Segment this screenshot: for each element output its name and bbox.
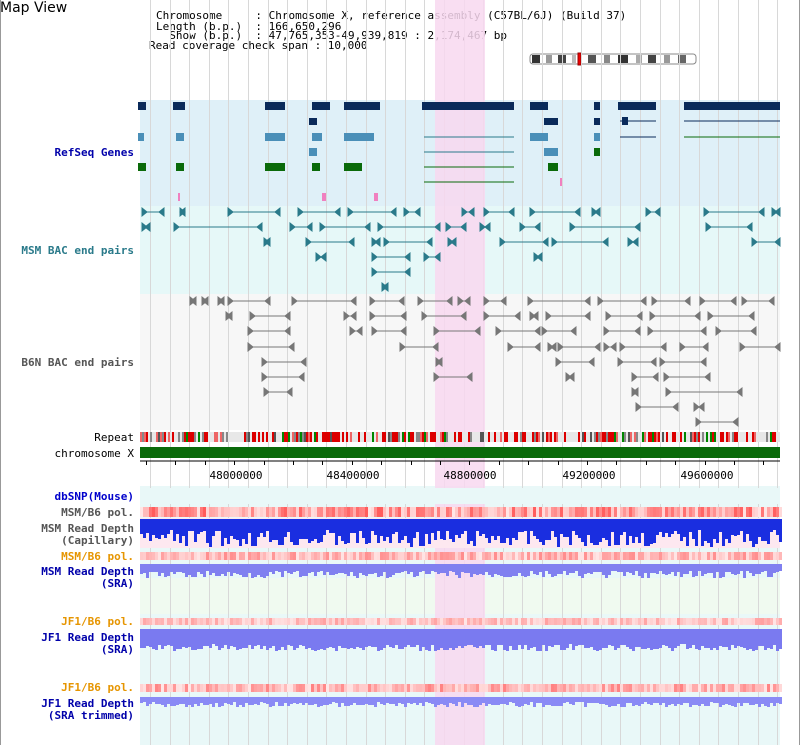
chromosome-ideogram[interactable] (528, 52, 698, 66)
msm-read-depth-sra-label[interactable]: MSM Read Depth (41, 565, 134, 578)
axis-tick-label: 48000000 (209, 469, 263, 482)
axis-tick-label: 49200000 (562, 469, 616, 482)
b6n-bac-label[interactable]: B6N BAC end pairs (21, 356, 134, 369)
msm-bac-pairs (141, 206, 781, 293)
jf1-read-depth-sra-label[interactable]: JF1 Read Depth (41, 631, 134, 644)
axis-ticks (146, 461, 764, 465)
app-title: Map View (0, 0, 68, 16)
jf1-read-depth-sra-sublabel[interactable]: (SRA) (100, 643, 134, 656)
jf1-read-depth-trim-sublabel[interactable]: (SRA trimmed) (47, 709, 134, 722)
jf1-read-depth-trim-label[interactable]: JF1 Read Depth (41, 697, 134, 710)
repeat-track (140, 432, 780, 442)
refseq-gene-features (138, 102, 780, 201)
refseq-genes-label[interactable]: RefSeq Genes (54, 146, 134, 159)
msm-read-depth-sra-sublabel[interactable]: (SRA) (100, 577, 134, 590)
msm-read-depth-capillary-label[interactable]: MSM Read Depth (41, 522, 134, 535)
axis-tick-label: 48800000 (443, 469, 497, 482)
chromosome-bar (140, 447, 780, 458)
chromosome-label: chromosome X (54, 447, 134, 460)
dbsnp-label[interactable]: dbSNP(Mouse) (54, 490, 134, 503)
axis-tick-label: 48400000 (326, 469, 380, 482)
msm-b6-pol-sra-label[interactable]: MSM/B6 pol. (61, 550, 134, 563)
polymorphism-tracks (140, 488, 782, 692)
axis-tick-label: 49600000 (680, 469, 734, 482)
repeat-label: Repeat (94, 431, 134, 444)
b6n-bac-pairs (189, 295, 781, 428)
jf1-b6-pol-label[interactable]: JF1/B6 pol. (61, 615, 134, 628)
left-border (0, 0, 1, 745)
coverage-span-info: Read coverage check span : 10,000 (149, 39, 368, 52)
msm-bac-label[interactable]: MSM BAC end pairs (21, 244, 134, 257)
read-depth-tracks (140, 518, 782, 707)
length-info: Length (b.p.) : 166,650,296 (156, 20, 342, 33)
jf1-b6-pol-trim-label[interactable]: JF1/B6 pol. (61, 681, 134, 694)
msm-read-depth-capillary-sublabel[interactable]: (Capillary) (61, 534, 134, 547)
msm-b6-pol-label[interactable]: MSM/B6 pol. (61, 506, 134, 519)
